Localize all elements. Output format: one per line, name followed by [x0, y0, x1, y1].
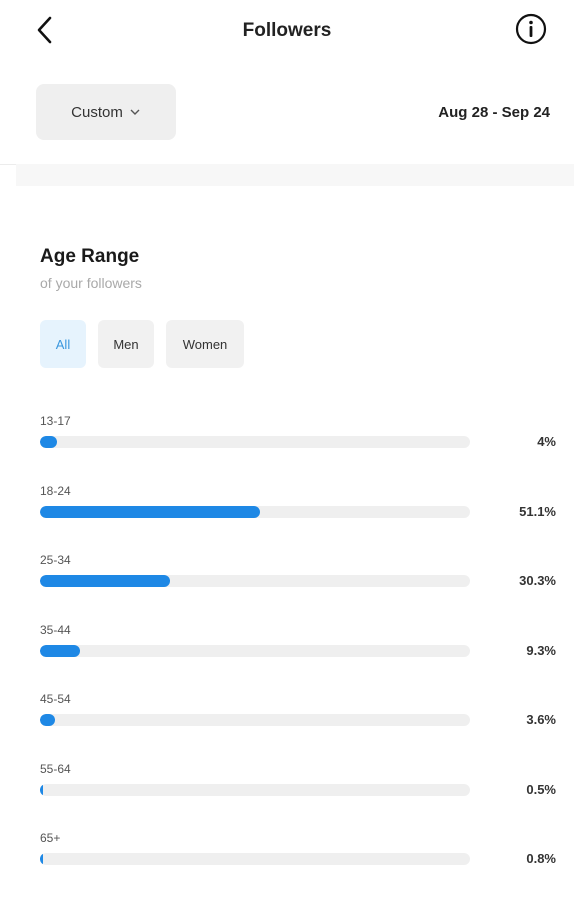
age-row-35-44: 35-44 9.3%: [0, 623, 574, 693]
age-row-value: 30.3%: [519, 573, 556, 588]
age-row-13-17: 13-17 4%: [0, 414, 574, 484]
section-divider: [16, 164, 574, 186]
age-row-fill: [40, 436, 57, 448]
tab-men[interactable]: Men: [98, 320, 154, 368]
age-row-track: [40, 714, 470, 726]
age-row-label: 65+: [40, 831, 61, 845]
section-subtitle: of your followers: [40, 275, 142, 291]
date-range: Aug 28 - Sep 24: [438, 104, 550, 121]
age-row-label: 45-54: [40, 692, 71, 706]
age-row-label: 13-17: [40, 414, 71, 428]
app-header: Followers: [0, 0, 574, 62]
age-range-list: 13-17 4% 18-24 51.1% 25-34 30.3% 35-44 9…: [0, 414, 574, 901]
age-row-value: 0.8%: [526, 851, 556, 866]
age-row-25-34: 25-34 30.3%: [0, 553, 574, 623]
age-row-value: 51.1%: [519, 503, 556, 519]
age-row-fill: [40, 783, 43, 796]
chevron-down-icon: [130, 109, 140, 115]
age-row-fill: [40, 853, 43, 865]
age-row-track: [40, 783, 470, 796]
back-chevron-icon[interactable]: [30, 12, 60, 48]
age-row-track: [40, 436, 470, 448]
info-icon[interactable]: [514, 12, 548, 46]
age-row-track: [40, 853, 470, 865]
age-row-label: 55-64: [40, 761, 71, 776]
age-row-value: 3.6%: [526, 712, 556, 727]
age-row-45-54: 45-54 3.6%: [0, 692, 574, 762]
age-row-fill: [40, 575, 170, 587]
age-row-track: [40, 505, 470, 518]
filter-row: Custom Aug 28 - Sep 24: [0, 84, 574, 165]
age-row-track: [40, 575, 470, 587]
period-dropdown-label: Custom: [71, 103, 123, 121]
tab-all[interactable]: All: [40, 320, 86, 368]
age-row-value: 4%: [537, 434, 556, 449]
age-row-label: 25-34: [40, 553, 71, 567]
gender-tabs: All Men Women: [40, 320, 244, 368]
tab-women[interactable]: Women: [166, 320, 244, 368]
section-title: Age Range: [40, 246, 140, 267]
age-row-fill: [40, 505, 260, 518]
age-row-55-64: 55-64 0.5%: [0, 762, 574, 832]
age-row-fill: [40, 714, 55, 726]
page-title: Followers: [242, 20, 332, 41]
age-row-18-24: 18-24 51.1%: [0, 484, 574, 554]
age-row-value: 9.3%: [526, 642, 556, 658]
age-row-65-plus: 65+ 0.8%: [0, 831, 574, 901]
age-row-label: 18-24: [40, 483, 71, 498]
age-row-track: [40, 644, 470, 657]
age-row-fill: [40, 644, 80, 657]
period-dropdown[interactable]: Custom: [36, 84, 176, 140]
age-row-label: 35-44: [40, 622, 71, 637]
age-row-value: 0.5%: [526, 781, 556, 797]
